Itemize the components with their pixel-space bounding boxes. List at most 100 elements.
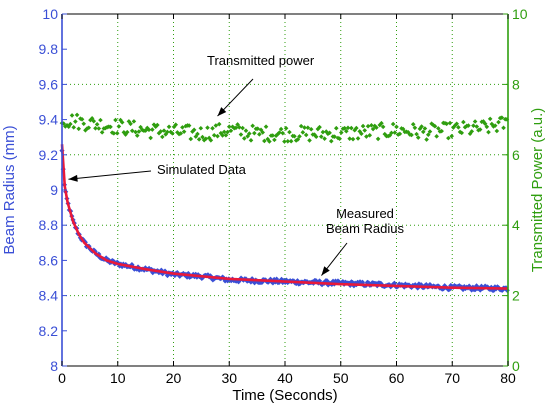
y-tick-label-left-3: 8.6 — [39, 252, 59, 268]
power-point — [436, 126, 441, 131]
annotation-arrow-simulated-head — [68, 174, 78, 182]
power-point — [278, 126, 284, 132]
y-tick-label-right-4: 8 — [512, 76, 520, 92]
power-point — [200, 134, 205, 140]
power-point — [389, 130, 394, 136]
power-point — [482, 121, 488, 127]
power-point — [410, 122, 416, 127]
measured-point — [248, 279, 254, 285]
power-point — [352, 127, 357, 133]
annotation-layer: Transmitted power Simulated Data Measure… — [68, 53, 405, 276]
power-point — [357, 129, 363, 134]
power-point — [178, 131, 184, 136]
power-point — [79, 116, 85, 122]
power-point — [424, 137, 429, 142]
power-point — [94, 122, 100, 127]
power-point — [335, 135, 341, 141]
power-point — [471, 123, 476, 128]
y-tick-label-right-3: 6 — [512, 147, 520, 163]
power-point — [183, 123, 189, 129]
power-point — [374, 125, 379, 130]
power-point — [76, 126, 82, 132]
power-point — [320, 129, 326, 135]
power-point — [146, 127, 152, 133]
power-point — [121, 130, 127, 135]
measured-point — [460, 286, 466, 293]
power-point — [472, 119, 478, 124]
annotation-measured-line-1: Measured — [336, 206, 394, 221]
power-point — [233, 125, 239, 131]
power-point — [375, 136, 381, 142]
power-point — [270, 133, 276, 138]
power-point — [108, 124, 113, 130]
power-point — [236, 124, 242, 130]
power-point — [327, 130, 332, 136]
power-point — [303, 132, 309, 138]
annotation-arrow-simulated-shaft — [68, 170, 152, 180]
x-tick-label-6: 60 — [389, 370, 405, 386]
power-point — [412, 125, 418, 131]
power-point — [425, 132, 431, 138]
power-point — [223, 132, 229, 138]
power-point — [170, 131, 175, 136]
power-point — [283, 125, 289, 131]
power-point — [148, 135, 153, 141]
y-axis-label-left: Beam Radius (mm) — [1, 125, 18, 254]
power-point — [491, 124, 496, 129]
power-point — [300, 130, 306, 135]
power-point — [349, 125, 354, 131]
power-point — [93, 126, 98, 131]
y-tick-label-left-9: 9.8 — [39, 41, 59, 57]
power-point — [477, 127, 483, 132]
power-point — [258, 127, 264, 133]
power-point — [220, 133, 225, 138]
power-point — [203, 136, 209, 142]
power-point — [250, 123, 255, 129]
power-point — [427, 129, 433, 134]
power-point — [449, 133, 454, 139]
power-point — [494, 128, 500, 134]
measured-point — [150, 270, 156, 276]
power-point — [392, 130, 398, 135]
power-point — [318, 134, 324, 139]
power-point — [260, 130, 265, 135]
power-point — [99, 130, 105, 135]
power-point — [359, 131, 364, 137]
measured-point — [499, 287, 505, 293]
power-point — [414, 131, 419, 137]
annotation-simulated-data: Simulated Data — [157, 162, 247, 177]
y-tick-label-left-2: 8.4 — [39, 288, 59, 304]
power-point — [235, 122, 240, 127]
power-point — [129, 128, 135, 134]
annotation-transmitted-power: Transmitted power — [207, 53, 315, 68]
power-point — [273, 133, 279, 139]
power-point — [272, 137, 277, 143]
power-point — [73, 119, 78, 124]
power-point — [116, 124, 122, 129]
power-point — [119, 120, 125, 125]
measured-point — [325, 282, 331, 288]
power-point — [328, 138, 334, 144]
power-point — [225, 129, 230, 135]
power-point — [96, 126, 102, 131]
grid-layer — [62, 14, 508, 366]
power-point — [390, 121, 396, 127]
power-point — [287, 129, 292, 135]
power-point — [285, 139, 291, 144]
power-point — [288, 138, 294, 144]
power-point — [474, 124, 480, 129]
x-tick-label-0: 0 — [58, 370, 66, 386]
series-simulated-data — [60, 144, 509, 290]
power-point — [138, 124, 143, 130]
measured-point — [378, 280, 384, 286]
power-point — [151, 122, 157, 127]
power-point — [160, 134, 165, 140]
power-point — [211, 132, 217, 138]
y-tick-label-left-0: 8 — [50, 358, 58, 374]
power-point — [210, 125, 215, 131]
power-point — [380, 124, 386, 130]
power-point — [195, 131, 200, 137]
power-point — [297, 134, 302, 139]
power-point — [188, 136, 194, 142]
